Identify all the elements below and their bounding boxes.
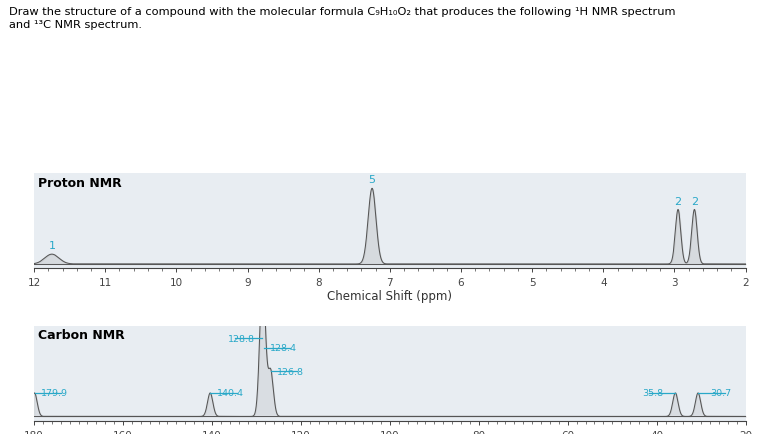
Text: 179.9: 179.9 <box>41 388 68 398</box>
Text: 140.4: 140.4 <box>217 388 244 398</box>
Text: 2: 2 <box>691 196 698 206</box>
Text: Carbon NMR: Carbon NMR <box>38 329 124 342</box>
X-axis label: Chemical Shift (ppm): Chemical Shift (ppm) <box>327 289 453 302</box>
Text: 2: 2 <box>674 196 681 206</box>
Text: 30.7: 30.7 <box>710 388 731 398</box>
Text: 128.8: 128.8 <box>229 334 255 343</box>
Text: 126.8: 126.8 <box>277 367 304 376</box>
Text: 5: 5 <box>369 175 375 185</box>
Text: 1: 1 <box>48 240 55 250</box>
Text: Draw the structure of a compound with the molecular formula C₉H₁₀O₂ that produce: Draw the structure of a compound with th… <box>9 7 675 30</box>
Text: 128.4: 128.4 <box>270 343 297 352</box>
Text: 35.8: 35.8 <box>642 388 663 398</box>
Text: Proton NMR: Proton NMR <box>38 177 121 189</box>
